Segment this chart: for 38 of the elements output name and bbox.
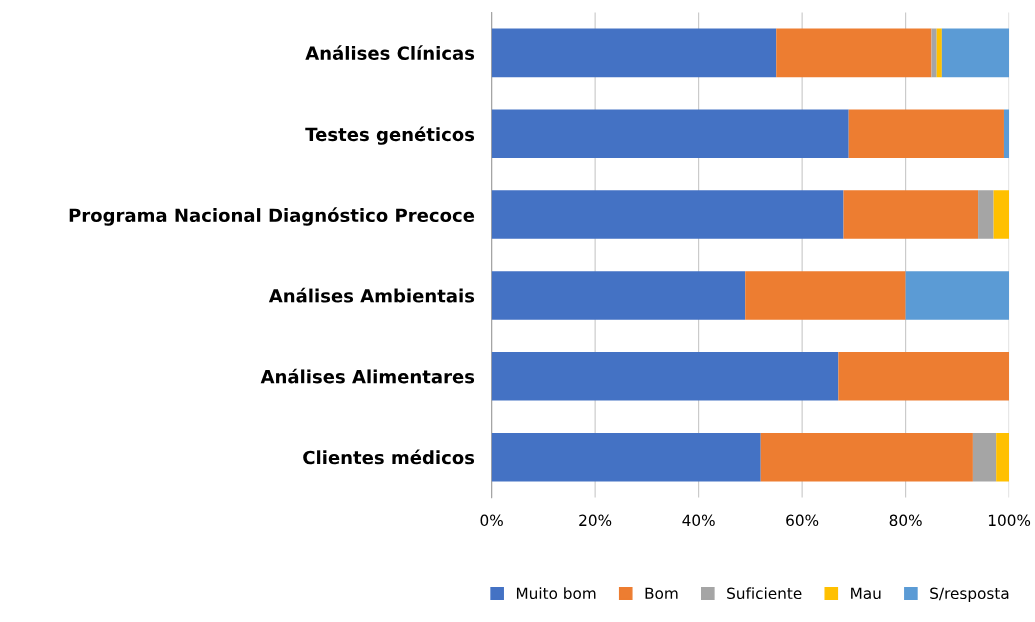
bar [843,190,979,239]
y-tick-label: Análises Alimentares [260,368,475,384]
legend-label: Suficiente [727,587,802,600]
bar [972,432,997,482]
bar [978,190,994,239]
x-tick-label: 60% [786,514,819,527]
legend-label: Bom [645,587,678,600]
y-tick-label: Clientes médicos [303,449,475,465]
y-tick-label: Programa Nacional Diagnóstico Precoce [69,207,475,226]
bar [491,28,777,78]
y-tick-label: Testes genéticos [305,126,475,145]
x-tick-label: 40% [682,514,715,527]
bar [905,271,1010,320]
legend-label: Muito bom [516,587,596,600]
bar [848,109,1004,158]
y-tick-label: Análises Clínicas [305,45,475,60]
bar [996,432,1010,482]
legend-label: Mau [851,587,881,600]
bar [936,28,942,78]
bar [1003,109,1010,158]
y-tick-label: Análises Ambientais [268,287,475,303]
bar [931,28,937,78]
bar [941,28,1010,78]
bar [838,352,1010,401]
bar [776,28,932,78]
x-tick-label: 20% [579,514,612,527]
bar [491,432,761,482]
x-tick-label: 80% [889,514,922,527]
bar [491,352,839,401]
bar [491,271,746,320]
bar [760,432,973,482]
x-tick-label: 0% [480,514,503,527]
bar [745,271,906,320]
legend-label: S/resposta [930,587,1009,603]
x-tick-label: 100% [988,514,1031,527]
bar [993,190,1010,239]
bar [491,190,844,239]
bar [491,109,849,158]
